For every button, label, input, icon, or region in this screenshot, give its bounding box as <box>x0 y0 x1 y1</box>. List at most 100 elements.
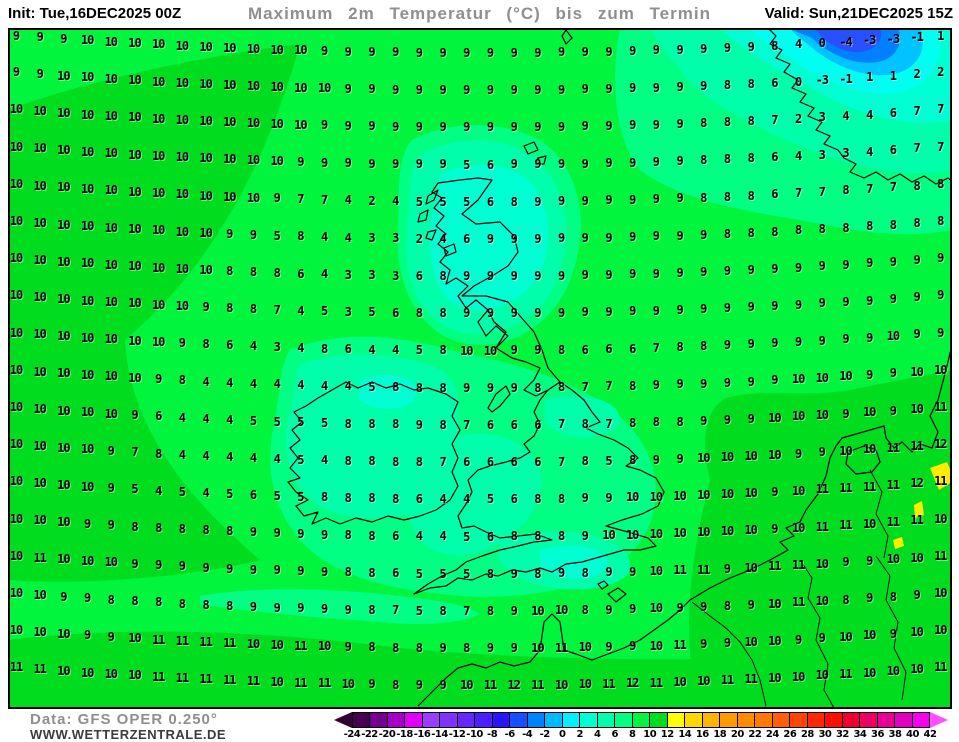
temp-value: 9 <box>534 343 541 358</box>
temp-value: 11 <box>294 675 307 690</box>
temp-value: 3 <box>818 110 826 125</box>
temp-value: 10 <box>33 215 46 230</box>
temp-value: 5 <box>415 194 423 209</box>
temp-value: 11 <box>934 474 947 489</box>
temp-value: 10 <box>9 437 23 452</box>
temp-value: 9 <box>463 269 470 284</box>
temp-value: 9 <box>676 42 683 57</box>
temp-value: 10 <box>80 442 94 457</box>
temp-value: 9 <box>771 522 778 537</box>
temp-value: 9 <box>557 305 565 320</box>
temp-value: 8 <box>534 492 541 507</box>
temp-value: 10 <box>80 367 94 382</box>
temp-value: 10 <box>815 408 829 423</box>
temp-value: 10 <box>246 116 260 131</box>
temp-value: 10 <box>80 144 94 159</box>
temp-value: 5 <box>297 415 304 430</box>
temp-value: 9 <box>771 336 778 351</box>
temp-value: 10 <box>9 400 23 414</box>
temp-value: 4 <box>344 379 352 394</box>
temp-value: 10 <box>80 181 94 196</box>
temp-value: 10 <box>744 560 757 575</box>
temp-value: 9 <box>889 291 897 306</box>
temp-value: 9 <box>439 83 446 98</box>
temp-value: 11 <box>531 678 544 693</box>
temp-value: 10 <box>9 325 23 340</box>
temp-value: 8 <box>368 640 375 655</box>
temp-value: 10 <box>9 176 23 191</box>
temp-value: 9 <box>415 678 423 693</box>
colorbar-segment <box>860 713 878 727</box>
temp-value: 9 <box>581 528 589 543</box>
temp-value: 9 <box>676 191 683 206</box>
temp-value: 8 <box>202 523 209 538</box>
colorbar-segment <box>545 713 563 727</box>
temp-value: 8 <box>889 589 897 604</box>
temp-value: 0 <box>818 36 826 51</box>
init-time-label: Init: Tue,16DEC2025 00Z <box>8 5 182 22</box>
temp-value: 4 <box>226 412 233 427</box>
temp-value: 8 <box>629 453 636 468</box>
temp-value: 9 <box>605 639 612 654</box>
temp-value: 4 <box>439 231 446 246</box>
temp-value: 10 <box>9 362 23 377</box>
temp-value: 9 <box>605 304 612 319</box>
temp-value: 10 <box>294 80 307 95</box>
temp-value: 4 <box>202 486 209 501</box>
temp-value: 5 <box>463 529 470 544</box>
colorbar-tick-label: 26 <box>783 729 797 740</box>
temp-value: 8 <box>794 223 802 238</box>
temp-value: 8 <box>131 594 138 609</box>
temp-value: 10 <box>33 252 46 267</box>
temp-value: 4 <box>392 343 399 358</box>
temp-value: 10 <box>270 637 283 652</box>
colorbar-segment <box>440 713 458 727</box>
colorbar-tick-label: -2 <box>539 729 551 740</box>
temp-value: 9 <box>629 639 636 654</box>
temp-value: 8 <box>581 454 589 469</box>
temp-value: 11 <box>886 440 900 455</box>
temp-value: 9 <box>415 82 423 97</box>
temp-value: 8 <box>652 415 660 430</box>
colorbar-segment <box>912 713 929 727</box>
temp-value: 6 <box>889 143 897 158</box>
temp-value: 8 <box>486 566 494 581</box>
temperature-shading <box>10 30 950 707</box>
temp-value: 10 <box>768 447 781 462</box>
colorbar-segment <box>457 713 476 727</box>
colorbar-tick-label: 12 <box>660 729 674 740</box>
temp-value: 11 <box>33 550 46 565</box>
temp-value: 11 <box>199 672 212 687</box>
temp-value: 9 <box>534 82 541 97</box>
temp-value: 9 <box>510 306 518 321</box>
temp-value: 9 <box>866 256 873 271</box>
temp-value: 9 <box>652 117 660 132</box>
temp-value: 9 <box>889 626 897 641</box>
temp-value: 10 <box>175 113 189 127</box>
temp-value: 8 <box>723 152 731 167</box>
temp-value: 9 <box>794 260 802 275</box>
temp-value: 2 <box>368 193 375 208</box>
temp-value: 9 <box>202 300 209 315</box>
colorbar-tick-label: 30 <box>818 729 832 740</box>
colorbar-segment <box>685 713 703 727</box>
temp-value: 9 <box>392 82 399 97</box>
colorbar-segment <box>772 713 791 727</box>
temp-value: 9 <box>83 516 91 531</box>
temp-value: 8 <box>415 640 423 655</box>
temp-value: 10 <box>554 603 568 618</box>
temp-value: 10 <box>33 438 46 453</box>
temp-value: 9 <box>652 154 660 169</box>
temp-value: 10 <box>199 225 212 240</box>
temp-value: 10 <box>128 370 141 385</box>
temp-value: 9 <box>747 337 755 352</box>
colorbar-tick-label: 36 <box>870 729 884 740</box>
temp-value: 9 <box>463 306 470 321</box>
temp-value: 9 <box>249 562 257 577</box>
temp-value: 9 <box>771 373 778 388</box>
temp-value: 8 <box>226 524 233 539</box>
temp-value: 5 <box>415 343 423 358</box>
temp-value: 10 <box>246 153 260 168</box>
temp-value: 9 <box>534 45 541 60</box>
temp-value: 10 <box>744 523 757 538</box>
